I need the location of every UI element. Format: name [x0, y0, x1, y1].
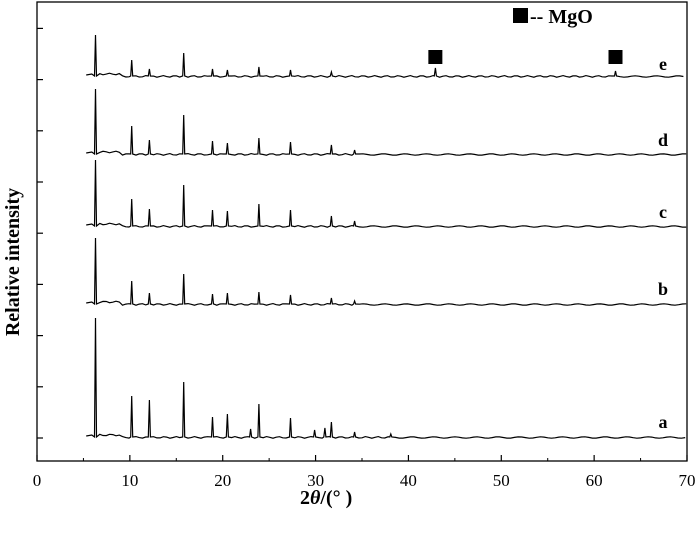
series-trace — [86, 237, 687, 306]
x-axis-title-theta: θ — [310, 487, 321, 509]
x-tick-label: 30 — [307, 471, 324, 490]
x-tick-label: 10 — [121, 471, 138, 490]
y-axis — [37, 27, 43, 439]
x-axis: 0 10 20 30 40 50 60 70 — [33, 455, 696, 490]
series-a: a — [86, 317, 686, 439]
series-e: e — [86, 34, 684, 78]
series-label: e — [659, 54, 667, 74]
series-d: d — [86, 88, 687, 156]
series-group: a b c d e — [86, 34, 687, 439]
series-trace — [86, 317, 686, 439]
series-trace — [86, 34, 684, 78]
x-tick-label: 40 — [400, 471, 417, 490]
x-tick-label: 50 — [493, 471, 510, 490]
x-axis-title: 2θ/(° ) — [300, 487, 352, 509]
series-trace — [86, 159, 687, 228]
series-label: c — [659, 202, 667, 222]
x-tick-label: 70 — [679, 471, 696, 490]
series-label: d — [658, 130, 668, 150]
legend-label: -- MgO — [530, 6, 593, 28]
x-axis-title-part-3: /(° ) — [319, 487, 352, 509]
legend-square-icon — [513, 8, 528, 23]
series-b: b — [86, 237, 687, 306]
plot-frame — [36, 1, 688, 462]
series-label: b — [658, 279, 668, 299]
mgo-markers — [428, 50, 623, 64]
x-tick-label: 20 — [214, 471, 231, 490]
legend: -- MgO — [513, 6, 593, 28]
series-trace — [86, 88, 687, 156]
mgo-square-icon — [428, 50, 443, 64]
mgo-square-icon — [608, 50, 623, 64]
series-c: c — [86, 159, 687, 228]
x-axis-title-part-1: 2 — [300, 487, 310, 509]
series-label: a — [659, 412, 668, 432]
y-axis-title: Relative intensity — [2, 188, 24, 336]
x-tick-label: 0 — [33, 471, 42, 490]
x-tick-label: 60 — [586, 471, 603, 490]
